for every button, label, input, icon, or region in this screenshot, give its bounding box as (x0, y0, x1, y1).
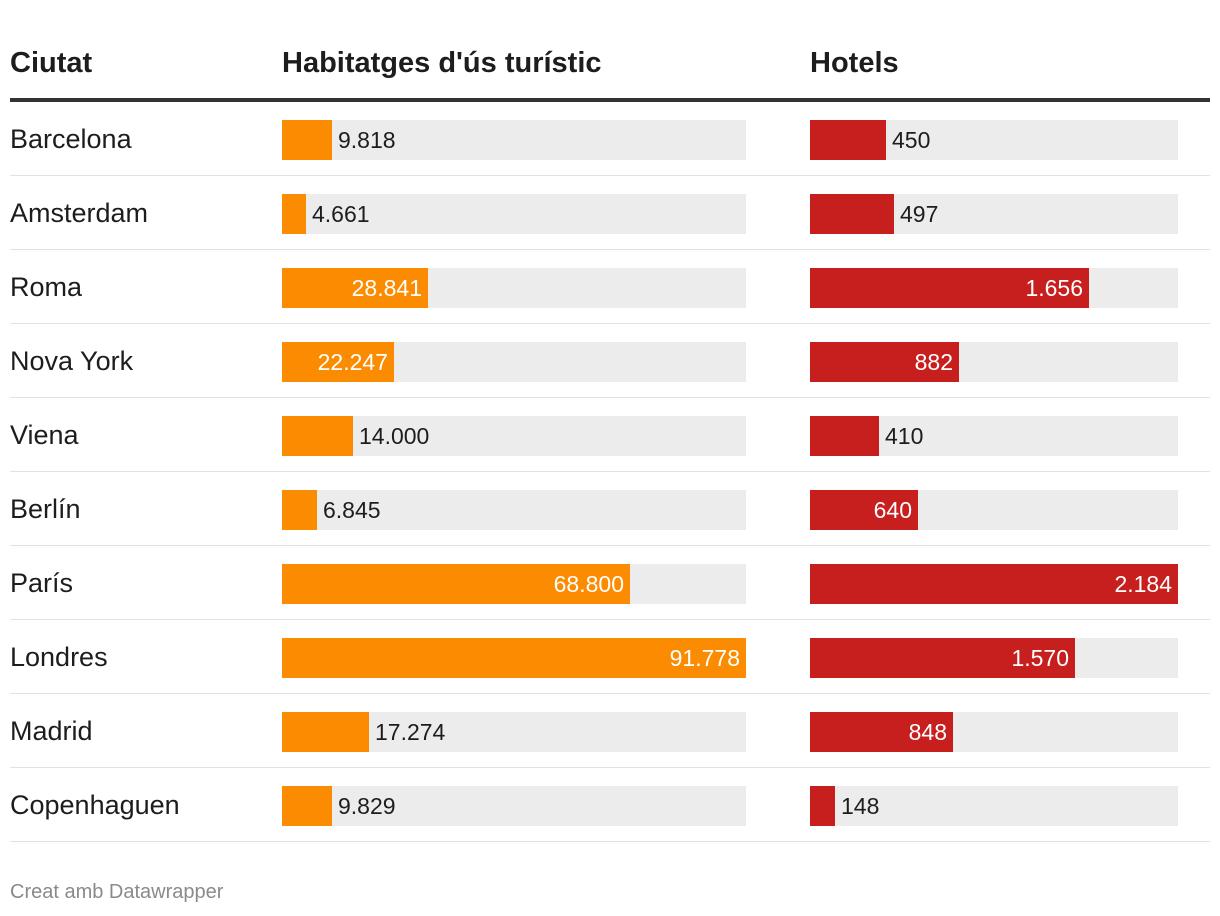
header-divider (10, 98, 1210, 102)
vut-bar (282, 120, 332, 160)
hotels-track: 1.570 (810, 638, 1178, 678)
city-name: Londres (10, 642, 108, 672)
tourist-housing-track: 4.661 (282, 194, 746, 234)
city-name: Nova York (10, 346, 134, 376)
hotel-value-label: 2.184 (1114, 571, 1172, 597)
vut-value-label: 68.800 (553, 571, 624, 597)
vut-value-label: 4.661 (312, 201, 370, 227)
vut-bar (282, 712, 369, 752)
table-row: Roma 28.841 1.656 (10, 250, 1210, 324)
vut-bar (282, 268, 428, 308)
vut-bar (282, 490, 317, 530)
table-row: Madrid 17.274 848 (10, 694, 1210, 768)
hotel-bar (810, 268, 1089, 308)
hotel-value-label: 450 (892, 127, 931, 153)
hotels-track: 497 (810, 194, 1178, 234)
hotel-bar (810, 638, 1075, 678)
tourist-housing-track: 22.247 (282, 342, 746, 382)
row-divider (10, 323, 1210, 324)
tourist-housing-track: 14.000 (282, 416, 746, 456)
hotels-track: 410 (810, 416, 1178, 456)
city-name: Madrid (10, 716, 93, 746)
vut-value-label: 9.829 (338, 793, 396, 819)
hotel-value-label: 148 (841, 793, 880, 819)
tourist-housing-track: 6.845 (282, 490, 746, 530)
hotel-value-label: 640 (873, 497, 912, 523)
row-divider (10, 471, 1210, 472)
vut-value-label: 22.247 (317, 349, 388, 375)
vut-value-label: 91.778 (669, 645, 740, 671)
table-row: Londres 91.778 1.570 (10, 620, 1210, 694)
hotel-value-label: 882 (914, 349, 953, 375)
vut-value-label: 6.845 (323, 497, 381, 523)
hotels-track: 2.184 (810, 564, 1178, 604)
city-name: Copenhaguen (10, 790, 180, 820)
hotel-value-label: 848 (908, 719, 947, 745)
hotel-bar (810, 490, 918, 530)
hotels-track: 450 (810, 120, 1178, 160)
row-divider (10, 545, 1210, 546)
tourist-housing-track: 68.800 (282, 564, 746, 604)
city-name: Viena (10, 420, 79, 450)
tourist-housing-track: 28.841 (282, 268, 746, 308)
vut-bar (282, 342, 394, 382)
hotels-track: 882 (810, 342, 1178, 382)
row-divider (10, 397, 1210, 398)
table-row: Berlín 6.845 640 (10, 472, 1210, 546)
hotels-track: 1.656 (810, 268, 1178, 308)
hotel-bar (810, 712, 953, 752)
vut-bar (282, 786, 332, 826)
vut-value-label: 28.841 (351, 275, 422, 301)
vut-bar (282, 194, 306, 234)
hotel-bar (810, 194, 894, 234)
vut-value-label: 9.818 (338, 127, 396, 153)
vut-value-label: 17.274 (375, 719, 446, 745)
row-divider (10, 841, 1210, 842)
hotel-bar (810, 120, 886, 160)
hotels-track: 848 (810, 712, 1178, 752)
column-header-hotels: Hotels (810, 47, 899, 79)
hotel-value-label: 1.656 (1025, 275, 1083, 301)
hotels-track: 640 (810, 490, 1178, 530)
city-name: Berlín (10, 494, 81, 524)
footer-credit[interactable]: Creat amb Datawrapper (10, 881, 224, 903)
vut-value-label: 14.000 (359, 423, 430, 449)
hotel-bar (810, 564, 1178, 604)
hotel-value-label: 497 (900, 201, 939, 227)
row-divider (10, 249, 1210, 250)
city-name: Barcelona (10, 124, 132, 154)
hotels-track: 148 (810, 786, 1178, 826)
vut-bar (282, 416, 353, 456)
hotel-value-label: 1.570 (1011, 645, 1069, 671)
tourist-housing-track: 9.818 (282, 120, 746, 160)
table-row: Copenhaguen 9.829 148 (10, 768, 1210, 842)
hotel-bar (810, 416, 879, 456)
vut-bar (282, 564, 630, 604)
row-divider (10, 767, 1210, 768)
column-header-city: Ciutat (10, 47, 93, 79)
row-divider (10, 175, 1210, 176)
table-row: Barcelona 9.818 450 (10, 102, 1210, 176)
table-row: Nova York 22.247 882 (10, 324, 1210, 398)
tourist-housing-track: 91.778 (282, 638, 746, 678)
city-name: París (10, 568, 74, 598)
row-divider (10, 693, 1210, 694)
row-divider (10, 619, 1210, 620)
table-header: Ciutat Habitatges d'ús turístic Hotels (10, 44, 1210, 82)
table-row: París 68.800 2.184 (10, 546, 1210, 620)
hotel-bar (810, 786, 835, 826)
city-name: Amsterdam (10, 198, 149, 228)
vut-bar (282, 638, 746, 678)
table-row: Amsterdam 4.661 497 (10, 176, 1210, 250)
tourist-housing-track: 9.829 (282, 786, 746, 826)
hotel-value-label: 410 (885, 423, 924, 449)
tourist-housing-track: 17.274 (282, 712, 746, 752)
column-header-tourist-housing: Habitatges d'ús turístic (282, 47, 602, 79)
table-row: Viena 14.000 410 (10, 398, 1210, 472)
city-name: Roma (10, 272, 83, 302)
hotel-bar (810, 342, 959, 382)
